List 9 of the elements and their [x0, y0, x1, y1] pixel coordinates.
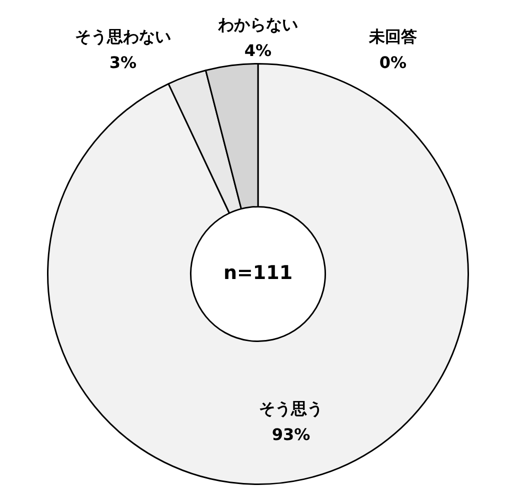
text: 0% — [379, 52, 407, 72]
slice-label: そう思う — [259, 398, 324, 418]
slice-label: そう思わない — [75, 26, 171, 46]
data-label: 3% — [109, 52, 137, 72]
text: n=111 — [223, 262, 293, 284]
data-label: 93% — [272, 424, 310, 444]
slice-label: わからない — [217, 14, 298, 34]
data-label: 4% — [244, 40, 272, 60]
category-label: 未回答 — [369, 26, 417, 46]
